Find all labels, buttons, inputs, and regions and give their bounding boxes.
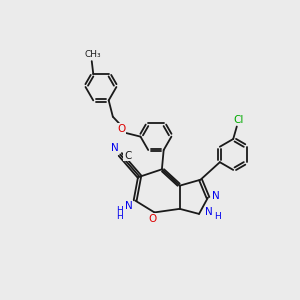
Text: O: O (149, 214, 157, 224)
Text: N: N (125, 201, 133, 211)
Text: H: H (116, 206, 123, 214)
Text: N: N (212, 191, 220, 201)
Text: CH₃: CH₃ (84, 50, 101, 59)
Text: O: O (118, 124, 126, 134)
Text: Cl: Cl (233, 115, 244, 125)
Text: H: H (214, 212, 221, 221)
Text: N: N (111, 143, 119, 153)
Text: N: N (205, 207, 212, 218)
Text: C: C (124, 151, 131, 161)
Text: H: H (116, 212, 123, 221)
